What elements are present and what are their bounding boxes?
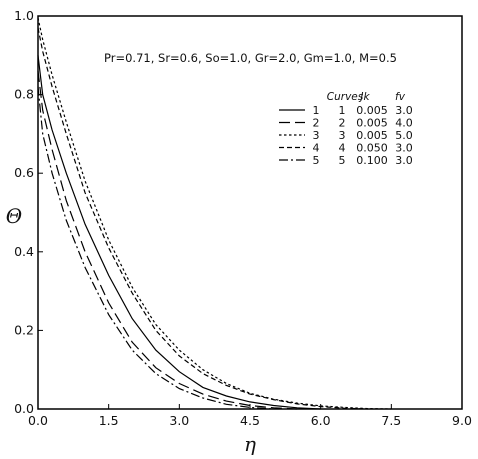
- series-1-line: [37, 55, 321, 410]
- x-tick-label: 9.0: [452, 413, 472, 428]
- plot-frame: [37, 15, 463, 410]
- legend-cell: 4: [339, 142, 346, 155]
- series-2-line: [37, 70, 298, 410]
- legend-cell: 3.0: [395, 154, 413, 167]
- x-tick-label: 4.5: [240, 413, 260, 428]
- legend-cell: 5: [313, 154, 320, 167]
- series-3-line: [37, 17, 392, 410]
- y-tick-label: 0.2: [14, 322, 34, 337]
- legend-cell: 5.0: [395, 129, 413, 142]
- legend-cell: 3.0: [395, 104, 413, 117]
- legend-cell: 3: [339, 129, 346, 142]
- x-tick-label: 3.0: [169, 413, 189, 428]
- legend-header: Curves: [327, 91, 364, 103]
- x-tick-label: 0.0: [28, 413, 48, 428]
- legend-cell: 4.0: [395, 117, 413, 130]
- legend-cell: 0.100: [356, 154, 388, 167]
- x-tick-label: 1.5: [99, 413, 119, 428]
- parameters-annotation: Pr=0.71, Sr=0.6, So=1.0, Gr=2.0, Gm=1.0,…: [104, 51, 397, 65]
- series-layer: [37, 17, 392, 410]
- y-axis-ticks: 0.0 0.2 0.4 0.6 0.8 1.0: [14, 8, 43, 416]
- x-axis-ticks: 0.0 1.5 3.0 4.5 6.0 7.5 9.0: [28, 404, 472, 428]
- y-axis-label: Θ: [6, 204, 22, 228]
- series-4-line: [37, 27, 368, 410]
- legend-cell: 2: [339, 117, 346, 130]
- legend-cell: 3.0: [395, 142, 413, 155]
- legend-cell: 1: [313, 104, 320, 117]
- legend-cell: 1: [339, 104, 346, 117]
- legend-cell: 4: [313, 142, 320, 155]
- y-tick-label: 0.4: [14, 244, 34, 259]
- y-tick-label: 0.0: [14, 401, 34, 416]
- y-tick-label: 1.0: [14, 8, 34, 23]
- series-5-line: [37, 86, 274, 410]
- x-axis-label: η: [244, 432, 256, 456]
- legend-cell: 2: [313, 117, 320, 130]
- legend-cell: 0.050: [356, 142, 388, 155]
- legend-cell: 5: [339, 154, 346, 167]
- legend-header: Jk: [358, 91, 370, 103]
- legend-header: fv: [395, 91, 406, 103]
- x-tick-label: 7.5: [381, 413, 401, 428]
- legend-cell: 0.005: [356, 129, 388, 142]
- y-tick-label: 0.6: [14, 165, 34, 180]
- legend-cell: 3: [313, 129, 320, 142]
- legend-cell: 0.005: [356, 117, 388, 130]
- y-tick-label: 0.8: [14, 87, 34, 102]
- x-tick-label: 6.0: [311, 413, 331, 428]
- legend-cell: 0.005: [356, 104, 388, 117]
